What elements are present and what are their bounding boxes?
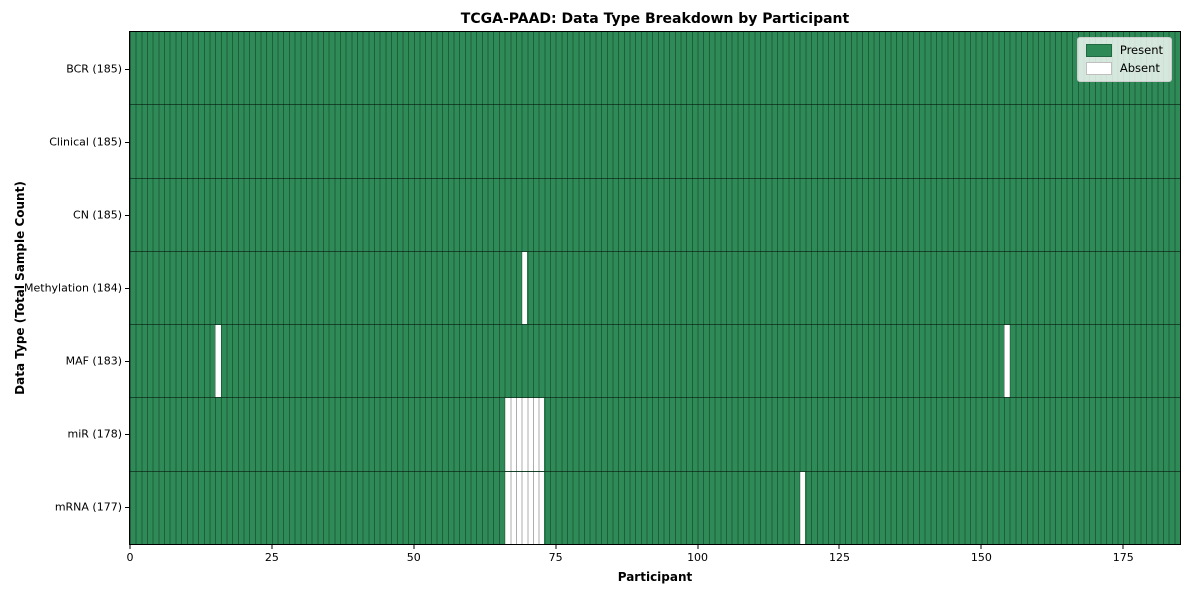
y-axis-tick-labels: BCR (185) Clinical (185) CN (185) Methylati…	[0, 32, 122, 544]
x-tick-label: 175	[1112, 551, 1134, 564]
absent-cell	[538, 471, 545, 544]
x-tick-label: 0	[126, 551, 134, 564]
x-tick-label: 50	[406, 551, 421, 564]
chart-title: TCGA-PAAD: Data Type Breakdown by Partic…	[460, 11, 850, 27]
x-tick-label: 100	[687, 551, 709, 564]
x-axis-tick-marks	[129, 545, 1180, 550]
legend: Present Absent	[1076, 37, 1172, 82]
heatmap-row-methylation	[130, 250, 1180, 325]
absent-cell	[521, 471, 528, 544]
x-tick-label: 125	[828, 551, 850, 564]
absent-cell	[532, 398, 539, 471]
plot-area: Present Absent	[129, 31, 1181, 545]
x-tick-label: 75	[548, 551, 563, 564]
y-tick-label: BCR (185)	[66, 62, 122, 76]
x-tick-mark	[1122, 545, 1124, 549]
absent-cell	[1004, 325, 1010, 398]
x-tick-mark	[697, 545, 699, 549]
y-tick-label: Clinical (185)	[49, 135, 122, 149]
absent-cell	[510, 471, 516, 544]
y-axis-tick-marks	[125, 32, 129, 544]
x-tick-mark	[271, 545, 273, 549]
legend-item-present: Present	[1085, 43, 1163, 57]
absent-cell	[504, 398, 511, 471]
absent-cell	[215, 325, 221, 398]
y-tick-mark	[125, 214, 129, 216]
legend-swatch-present	[1085, 44, 1112, 57]
x-tick-mark	[413, 545, 415, 549]
x-tick-mark	[838, 545, 840, 549]
x-tick-label: 150	[970, 551, 992, 564]
absent-cell	[515, 398, 522, 471]
y-tick-mark	[125, 361, 129, 363]
absent-cell	[538, 398, 545, 471]
heatmap-rows	[130, 32, 1180, 544]
heatmap-row-bcr	[130, 32, 1180, 104]
absent-cell	[799, 471, 806, 544]
absent-cell	[521, 398, 528, 471]
x-tick-mark	[129, 545, 131, 549]
y-tick-label: Methylation (184)	[24, 281, 122, 295]
y-tick-label: miR (178)	[67, 427, 123, 441]
heatmap-row-maf	[130, 324, 1180, 398]
y-tick-label: CN (185)	[73, 208, 122, 222]
y-tick-mark	[125, 288, 129, 289]
y-tick-mark	[125, 507, 129, 509]
x-axis-label: Participant	[617, 570, 693, 584]
absent-cell	[504, 471, 511, 544]
x-tick-mark	[555, 545, 557, 549]
absent-cell	[532, 471, 539, 544]
legend-label: Present	[1119, 43, 1163, 57]
x-axis-tick-labels: 0 25 50 75 100 125 150 175	[126, 551, 1180, 565]
absent-cell	[527, 398, 533, 471]
legend-swatch-absent	[1085, 62, 1112, 75]
absent-cell	[510, 398, 516, 471]
y-tick-mark	[125, 434, 129, 436]
x-tick-label: 25	[264, 551, 279, 564]
legend-label: Absent	[1119, 61, 1160, 75]
heatmap-row-mir	[130, 397, 1180, 471]
y-tick-label: mRNA (177)	[54, 500, 122, 514]
absent-cell	[515, 471, 522, 544]
absent-cell	[521, 251, 528, 325]
absent-cell	[527, 471, 533, 544]
heatmap-row-mrna	[130, 470, 1180, 544]
y-tick-mark	[125, 141, 129, 143]
x-tick-mark	[980, 545, 982, 549]
y-tick-label: MAF (183)	[65, 354, 122, 368]
heatmap-row-clinical	[130, 104, 1180, 177]
y-tick-mark	[125, 68, 129, 70]
heatmap-row-cn	[130, 177, 1180, 251]
legend-item-absent: Absent	[1085, 61, 1163, 75]
